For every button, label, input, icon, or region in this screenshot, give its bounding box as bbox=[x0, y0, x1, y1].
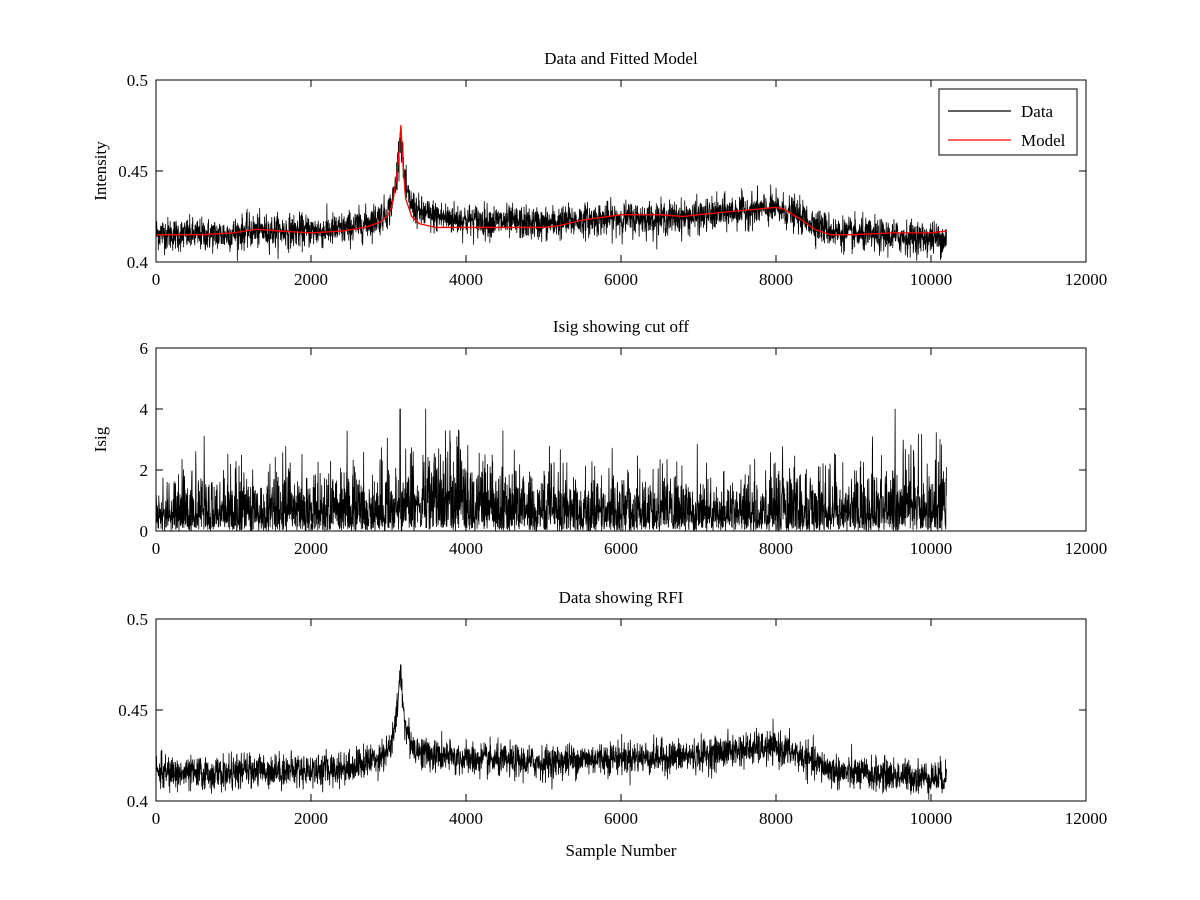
x-tick-label: 10000 bbox=[910, 539, 953, 558]
legend: Data Model bbox=[938, 88, 1078, 156]
x-tick-label: 10000 bbox=[910, 270, 953, 289]
y-axis-label: Isig bbox=[91, 426, 110, 452]
x-tick-label: 2000 bbox=[294, 809, 328, 828]
y-tick-label: 0.4 bbox=[127, 253, 149, 272]
x-tick-label: 8000 bbox=[759, 809, 793, 828]
subplot-2: Isig showing cut off 0 2000 4000 6000 8000 100… bbox=[91, 317, 1107, 558]
y-tick-label: 4 bbox=[140, 400, 149, 419]
x-tick-label: 0 bbox=[152, 270, 161, 289]
series-line-isig bbox=[155, 664, 947, 800]
subplot-1: Data and Fitted Model 0 2000 4000 6000 8000 10… bbox=[91, 49, 1107, 289]
x-tick-label: 12000 bbox=[1065, 270, 1108, 289]
y-tick-label: 0 bbox=[140, 522, 149, 541]
y-tick-label: 0.45 bbox=[118, 701, 148, 720]
x-axis-label: Sample Number bbox=[566, 841, 677, 860]
y-tick-label: 6 bbox=[140, 339, 149, 358]
y-tick-label: 0.45 bbox=[118, 162, 148, 181]
legend-label-model: Model bbox=[1021, 131, 1066, 150]
legend-label-data: Data bbox=[1021, 102, 1054, 121]
subplot-title: Data and Fitted Model bbox=[544, 49, 698, 68]
y-tick-label: 0.5 bbox=[127, 610, 148, 629]
subplot-3: Data showing RFI 0 2000 4000 6000 8000 10000 12… bbox=[118, 588, 1107, 860]
x-tick-label: 6000 bbox=[604, 539, 638, 558]
x-tick-label: 2000 bbox=[294, 270, 328, 289]
series-line-data bbox=[155, 129, 947, 261]
y-tick-label: 2 bbox=[140, 461, 149, 480]
series-line-isig bbox=[155, 408, 947, 532]
x-tick-label: 2000 bbox=[294, 539, 328, 558]
y-tick-label: 0.5 bbox=[127, 71, 148, 90]
subplot-title: Data showing RFI bbox=[559, 588, 684, 607]
series-line-model bbox=[156, 124, 947, 236]
x-tick-label: 6000 bbox=[604, 809, 638, 828]
x-tick-label: 12000 bbox=[1065, 539, 1108, 558]
y-axis-label: Intensity bbox=[91, 141, 110, 201]
x-tick-label: 8000 bbox=[759, 539, 793, 558]
subplot-title: Isig showing cut off bbox=[553, 317, 689, 336]
x-tick-label: 4000 bbox=[449, 539, 483, 558]
legend-box bbox=[938, 88, 1078, 156]
x-tick-label: 0 bbox=[152, 539, 161, 558]
x-tick-label: 4000 bbox=[449, 270, 483, 289]
x-tick-label: 10000 bbox=[910, 809, 953, 828]
x-tick-label: 4000 bbox=[449, 809, 483, 828]
x-tick-label: 8000 bbox=[759, 270, 793, 289]
y-tick-label: 0.4 bbox=[127, 792, 149, 811]
x-tick-label: 6000 bbox=[604, 270, 638, 289]
x-tick-label: 12000 bbox=[1065, 809, 1108, 828]
x-tick-label: 0 bbox=[152, 809, 161, 828]
